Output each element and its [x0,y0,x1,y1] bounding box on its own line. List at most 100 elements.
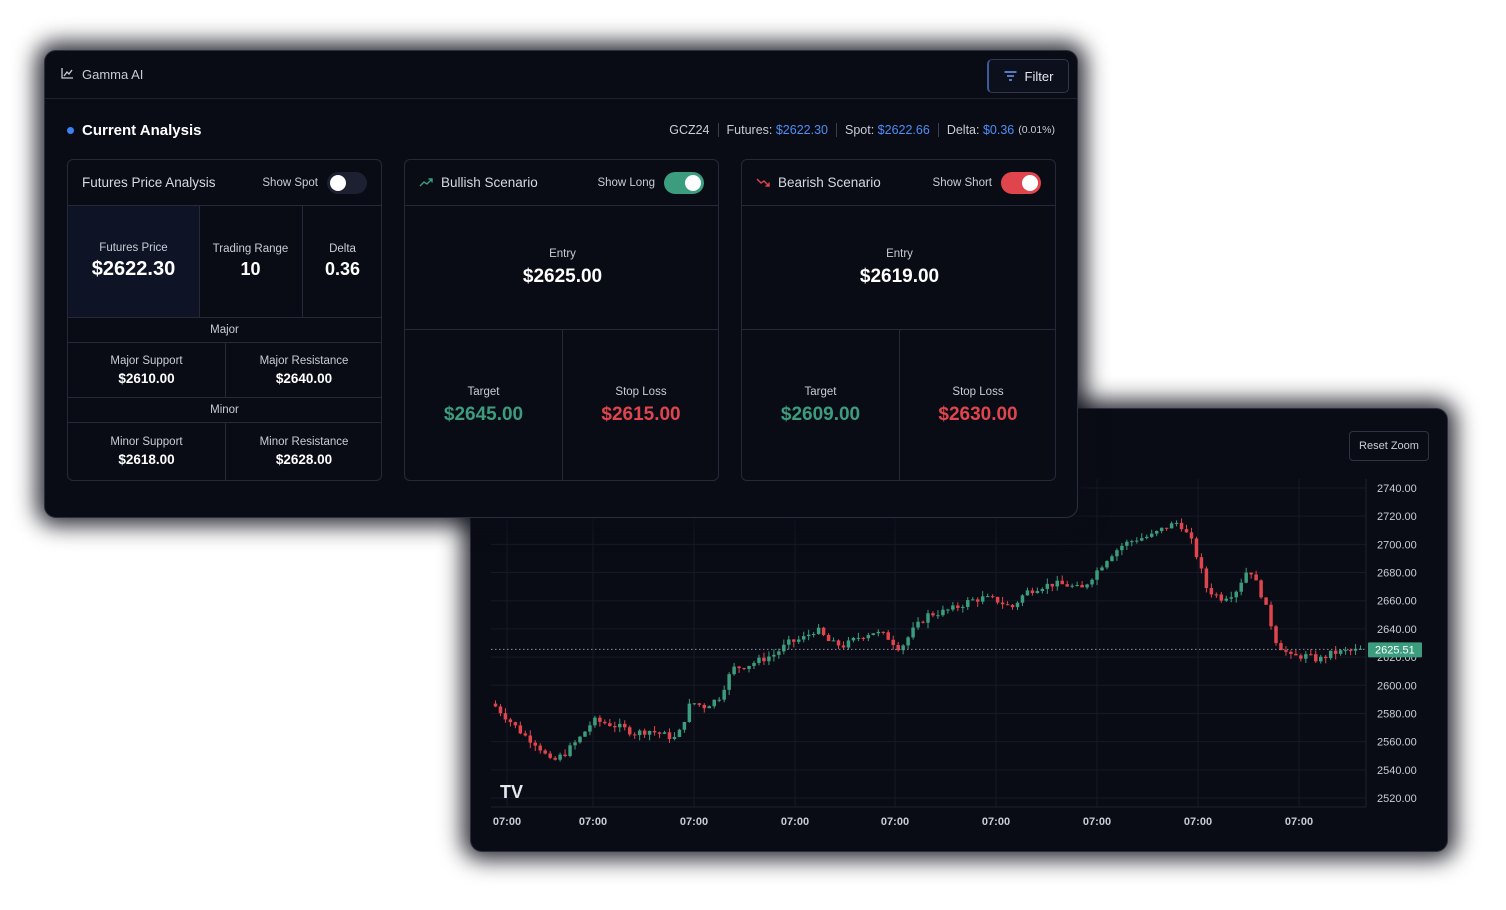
filter-button[interactable]: Filter [987,59,1069,93]
futures-price-highlight [68,206,199,317]
candle-body [1015,602,1020,608]
candle-body [682,721,687,730]
candle-body [657,732,662,734]
candle-body [1319,656,1323,662]
spot-value: $2622.66 [877,123,930,137]
y-tick-label: 2660.00 [1377,596,1417,608]
candle-body [916,621,920,628]
candle-body [941,609,945,616]
candle-body [687,703,692,722]
candle-body [677,729,682,737]
current-price-label: 2625.51 [1375,644,1415,656]
candle-body [1219,594,1224,601]
candle-body [831,640,836,642]
futures-value: $2622.30 [775,123,828,137]
candle-body [1140,538,1144,541]
candle-body [911,627,915,638]
symbol: GCZ24 [669,123,710,137]
candle-body [1135,540,1139,542]
candle-body [508,719,513,723]
candle-body [583,731,587,737]
candle-body [1130,541,1134,543]
candle-body [1164,527,1169,529]
app-title-text: Gamma AI [82,67,144,82]
show-short-toggle[interactable] [1001,171,1041,194]
candle-body [518,725,523,734]
delta-percent: (0.01%) [1018,124,1055,136]
bullish-target-cell: Target $2645.00 [405,330,562,480]
candle-body [1204,568,1209,588]
x-tick-label: 07:00 [881,816,909,828]
candle-body [1294,653,1298,656]
candle-body [961,606,965,608]
candle-body [966,600,970,607]
candle-body [737,666,741,669]
candle-body [1174,522,1179,524]
candle-body [627,727,632,735]
candle-body [1070,585,1074,587]
candle-body [613,725,617,728]
bearish-stop-label: Stop Loss [952,386,1004,398]
candle-body [1269,604,1273,627]
bearish-title: Bearish Scenario [778,175,881,190]
candle-body [886,632,890,640]
price-chart[interactable]: 2740.00 2720.00 2700.00 2680.00 2660.00 2640.… [471,409,1448,852]
filter-label: Filter [1024,68,1054,84]
candle-body [1085,584,1089,588]
show-spot-toggle[interactable] [327,171,367,194]
candle-body [1080,584,1084,588]
candle-body [826,634,831,642]
candle-body [513,722,518,726]
futures-price-label: Futures Price [99,242,168,254]
candle-body [816,627,821,634]
y-tick-label: 2740.00 [1377,483,1417,495]
candle-body [603,721,607,724]
y-tick-label: 2560.00 [1377,737,1417,749]
candle-body [1055,580,1059,587]
candle-body [906,637,910,646]
candle-body [667,732,672,740]
candle-body [732,666,736,675]
filter-icon [1004,69,1017,84]
candle-body [787,639,791,645]
candle-body [1214,594,1219,596]
candle-body [652,730,657,733]
show-long-toggle[interactable] [664,171,704,194]
reset-zoom-button[interactable]: Reset Zoom [1349,431,1429,461]
candle-body [1179,522,1184,530]
candle-body [1065,584,1069,587]
candle-body [647,730,652,735]
candle-body [797,639,801,642]
candle-body [553,757,557,760]
candle-body [523,733,528,736]
candle-body [1169,523,1174,529]
candle-body [1209,587,1214,595]
x-tick-label: 07:00 [1184,816,1212,828]
bearish-entry-label: Entry [886,247,913,260]
candle-body [921,621,925,623]
minor-support-value: $2618.00 [118,452,175,467]
candle-body [568,745,572,756]
candle-body [632,734,637,736]
candle-body [1224,598,1229,601]
candle-body [926,613,930,623]
minor-support-label: Minor Support [110,436,183,448]
candle-body [891,639,895,645]
candle-body [1323,656,1328,659]
candle-body [1309,654,1313,656]
bearish-stop-value: $2630.00 [938,404,1018,425]
candle-body [672,736,677,740]
spot-label: Spot: [845,123,875,137]
candle-body [503,713,508,720]
candle-body [985,596,990,598]
candle-body [717,699,721,701]
trading-range-label: Trading Range [212,243,289,255]
x-tick-label: 07:00 [493,816,521,828]
candle-body [1050,583,1055,587]
candle-body [1274,626,1278,644]
analysis-header: Current Analysis GCZ24 Futures: $2622.30… [67,119,1055,141]
show-long-label: Show Long [597,176,655,189]
candle-body [543,750,547,754]
candle-body [1184,529,1189,533]
candle-body [871,633,876,636]
